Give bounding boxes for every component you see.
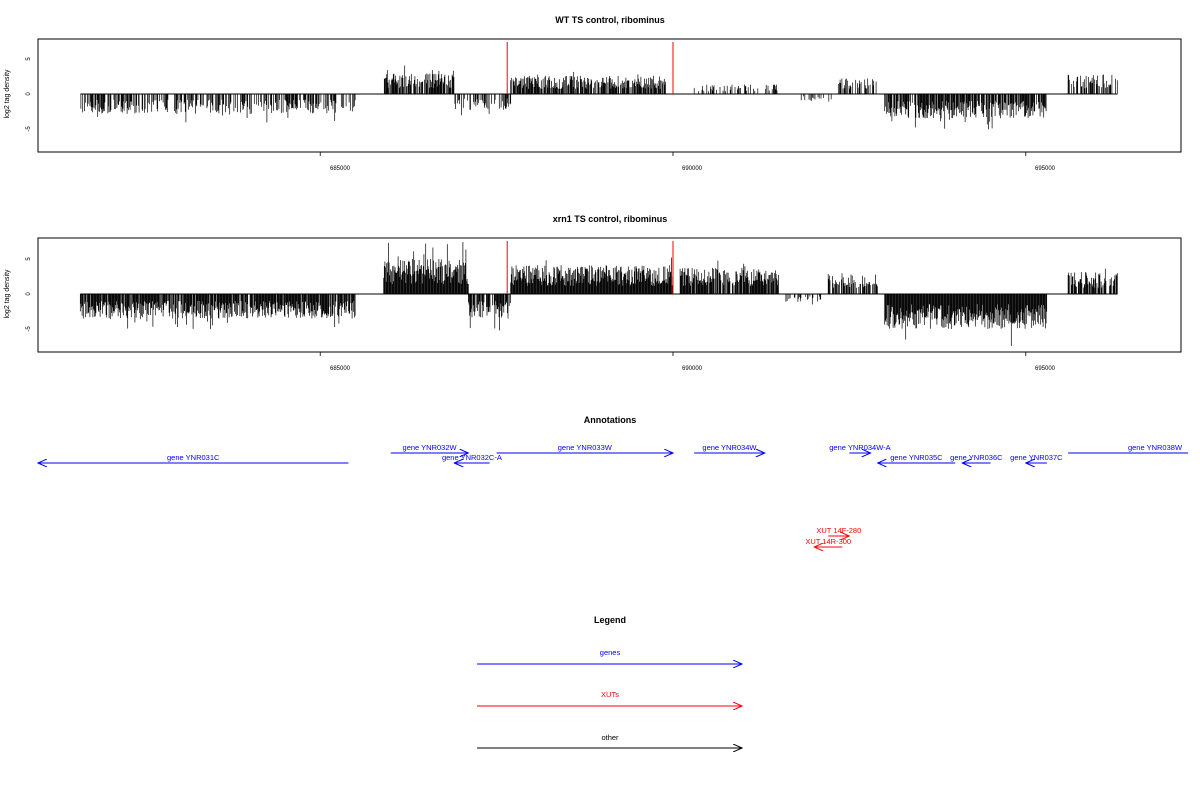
- legend-label-other: other: [601, 733, 619, 742]
- annotation-feature: XUT 14F-280: [816, 526, 861, 536]
- xrn1-xtick-label: 685000: [330, 366, 351, 372]
- annotation-feature: gene YNR034W-A: [829, 443, 891, 453]
- wt-track-bars: [80, 42, 1118, 130]
- annotation-label: gene YNR038W: [1128, 443, 1183, 452]
- legend-item-xuts: XUTs: [477, 690, 742, 706]
- legend-item-genes: genes: [477, 648, 742, 664]
- legend-label-xuts: XUTs: [601, 690, 619, 699]
- wt-xtick-label: 690000: [682, 166, 703, 172]
- legend-title: Legend: [594, 615, 626, 625]
- legend-item-other: other: [477, 733, 742, 748]
- annotation-feature: gene YNR036C: [950, 453, 1003, 463]
- annotation-feature: gene YNR035C: [878, 453, 956, 463]
- wt-ytick-label: 5: [26, 57, 32, 61]
- annotation-feature: gene YNR032W: [390, 443, 469, 453]
- annotation-label: XUT 14F-280: [816, 526, 861, 535]
- annotation-feature: gene YNR032C-A: [442, 453, 502, 463]
- annotations-title: Annotations: [584, 415, 637, 425]
- annotation-label: gene YNR033W: [558, 443, 613, 452]
- xrn1-track-ylabel: log2 tag density: [4, 269, 11, 319]
- xrn1-track-bars: [79, 241, 1118, 346]
- wt-track-x-axis: 685000 690000 695000: [330, 166, 1056, 172]
- annotation-label: gene YNR032W: [403, 443, 458, 452]
- xrn1-track-title: xrn1 TS control, ribominus: [553, 214, 668, 224]
- annotation-feature: gene YNR031C: [38, 453, 349, 463]
- legend-panel: Legend genes XUTs other: [477, 615, 742, 748]
- xrn1-xtick-label: 690000: [682, 366, 703, 372]
- annotation-label: gene YNR035C: [890, 453, 943, 462]
- annotation-label: gene YNR037C: [1010, 453, 1063, 462]
- annotation-label: gene YNR036C: [950, 453, 1003, 462]
- xrn1-xtick-label: 695000: [1035, 366, 1056, 372]
- wt-track-y-axis: 5 0 -5: [26, 57, 32, 132]
- wt-xtick-label: 685000: [330, 166, 351, 172]
- xrn1-track-frame: [37, 237, 1182, 353]
- annotation-feature: gene YNR034W: [694, 443, 765, 453]
- wt-track-frame: [37, 38, 1182, 153]
- annotation-feature: gene YNR038W: [1068, 443, 1189, 454]
- annotation-feature: XUT 14R-300: [805, 537, 851, 547]
- annotation-label: gene YNR031C: [167, 453, 220, 462]
- annotation-label: XUT 14R-300: [805, 537, 851, 546]
- wt-xtick-label: 695000: [1035, 166, 1056, 172]
- wt-ytick-label: 0: [26, 92, 32, 96]
- xrn1-ytick-label: 5: [26, 257, 32, 261]
- wt-track-panel: WT TS control, ribominus log2 tag densit…: [4, 15, 1182, 172]
- xrn1-track-panel: xrn1 TS control, ribominus log2 tag dens…: [4, 214, 1182, 372]
- legend-label-genes: genes: [600, 648, 621, 657]
- annotation-label: gene YNR032C-A: [442, 453, 502, 462]
- xrn1-track-y-axis: 5 0 -5: [26, 257, 32, 332]
- xrn1-ytick-label: 0: [26, 292, 32, 296]
- annotation-label: gene YNR034W: [702, 443, 757, 452]
- wt-track-title: WT TS control, ribominus: [555, 15, 665, 25]
- annotation-feature: gene YNR037C: [1010, 453, 1063, 463]
- xrn1-track-x-axis: 685000 690000 695000: [330, 366, 1056, 372]
- xrn1-ytick-label: -5: [26, 326, 32, 332]
- annotation-label: gene YNR034W-A: [829, 443, 890, 452]
- wt-track-ylabel: log2 tag density: [4, 69, 11, 119]
- wt-ytick-label: -5: [26, 126, 32, 132]
- annotation-feature: gene YNR033W: [496, 443, 673, 453]
